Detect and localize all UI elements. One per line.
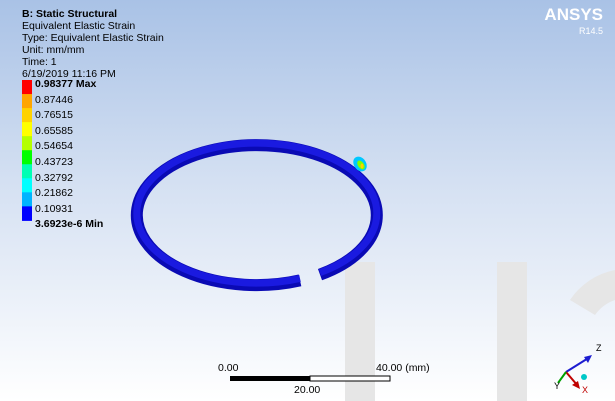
legend-swatch: [22, 136, 32, 151]
legend-swatch: [22, 108, 32, 123]
title: B: Static Structural: [22, 8, 117, 20]
legend-label: 0.21862: [35, 187, 73, 199]
time: Time: 1: [22, 56, 57, 68]
legend-label: 0.98377 Max: [35, 78, 96, 90]
legend-label: 3.6923e-6 Min: [35, 218, 103, 230]
legend-swatch: [22, 80, 32, 95]
legend-label: 0.76515: [35, 109, 73, 121]
result-type: Type: Equivalent Elastic Strain: [22, 32, 164, 44]
legend-label: 0.32792: [35, 172, 73, 184]
graphics: [0, 0, 615, 401]
triad-z: Z: [596, 342, 602, 354]
legend-swatch: [22, 192, 32, 207]
legend-swatch: [22, 178, 32, 193]
legend-swatch: [22, 94, 32, 109]
unit: Unit: mm/mm: [22, 44, 84, 56]
legend-swatch: [22, 206, 32, 221]
triad-y: Y: [554, 380, 560, 392]
legend-label: 0.54654: [35, 140, 73, 152]
scale-end: 40.00 (mm): [376, 362, 430, 374]
hot-spot: [361, 164, 364, 169]
ring: [137, 143, 377, 283]
legend-swatch: [22, 164, 32, 179]
legend-label: 0.10931: [35, 203, 73, 215]
legend-bar: [22, 80, 32, 221]
legend-swatch: [22, 122, 32, 137]
scale-middle: 20.00: [294, 384, 320, 396]
scale-bar: [230, 376, 390, 381]
logo: ANSYS: [544, 6, 603, 24]
legend-label: 0.87446: [35, 94, 73, 106]
version: R14.5: [579, 25, 603, 37]
scale-start: 0.00: [218, 362, 238, 374]
legend-label: 0.43723: [35, 156, 73, 168]
triad-x: X: [582, 384, 588, 396]
viewport: B: Static Structural Equivalent Elastic …: [0, 0, 615, 401]
result-name: Equivalent Elastic Strain: [22, 20, 135, 32]
legend-label: 0.65585: [35, 125, 73, 137]
legend-swatch: [22, 150, 32, 165]
